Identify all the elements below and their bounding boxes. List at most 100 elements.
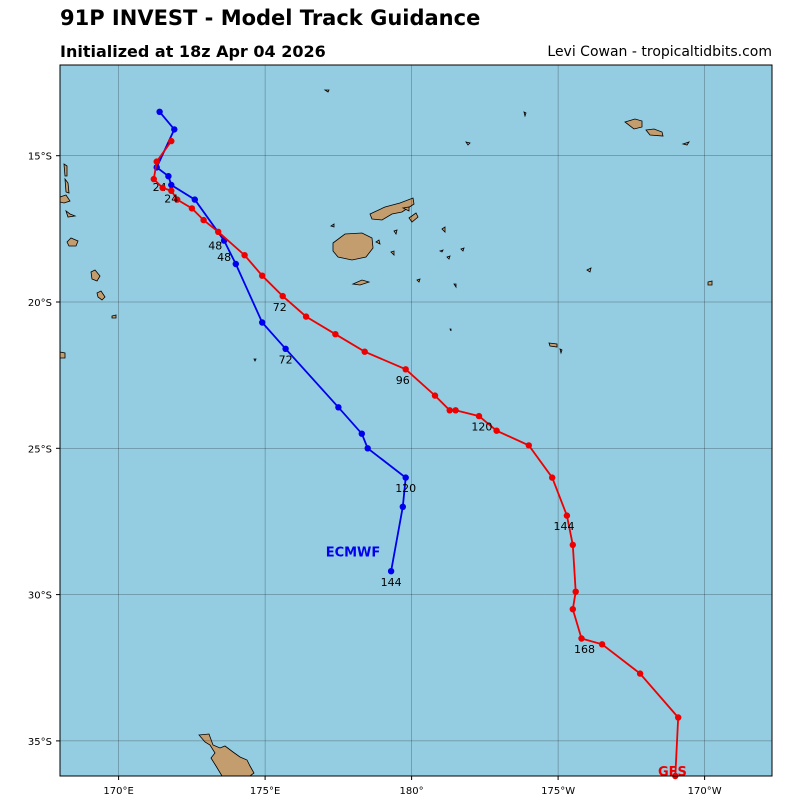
track-point bbox=[475, 412, 483, 420]
island-vanuatu-5 bbox=[66, 237, 79, 247]
forecast-hour-label: 168 bbox=[574, 643, 595, 656]
track-point bbox=[452, 407, 459, 414]
track-point bbox=[259, 319, 266, 326]
lat-tick-label: 15°S bbox=[28, 152, 52, 163]
track-point bbox=[302, 313, 310, 320]
island-kadavu bbox=[351, 279, 371, 286]
island-small-c bbox=[330, 223, 335, 228]
track-point bbox=[232, 260, 239, 268]
track-point bbox=[361, 348, 368, 355]
track-point bbox=[569, 606, 576, 613]
track-point bbox=[402, 474, 409, 481]
model-label: ECMWF bbox=[326, 546, 381, 561]
island-tutuila bbox=[681, 141, 690, 146]
lat-tick-label: 30°S bbox=[28, 591, 52, 602]
track-point bbox=[171, 126, 178, 133]
track-point bbox=[174, 196, 181, 203]
track-point bbox=[549, 474, 556, 481]
track-point bbox=[636, 670, 644, 677]
axis-ticks: 170°E 175°E 180° 175°W 170°W 15°S 20°S 25°S 30°S… bbox=[28, 152, 722, 797]
island-taveuni bbox=[408, 212, 419, 223]
island-tonga-1 bbox=[548, 342, 558, 348]
track-point bbox=[563, 512, 571, 519]
lon-tick-label: 175°E bbox=[250, 786, 280, 797]
forecast-hour-label: 144 bbox=[554, 520, 575, 533]
lon-tick-label: 180° bbox=[400, 786, 424, 797]
lat-tick-label: 20°S bbox=[28, 298, 52, 309]
model-label: GFS bbox=[658, 765, 687, 780]
track-line bbox=[155, 111, 407, 572]
forecast-hour-label: 72 bbox=[273, 301, 287, 314]
island-lau-5 bbox=[416, 278, 421, 283]
track-point bbox=[358, 430, 365, 437]
island-viti-levu bbox=[332, 232, 374, 261]
track-point bbox=[165, 173, 172, 180]
island-small-j bbox=[707, 280, 713, 286]
track-point bbox=[215, 228, 222, 235]
island-upolu bbox=[645, 128, 664, 137]
island-vanuatu-6 bbox=[90, 269, 101, 282]
track-point bbox=[188, 205, 196, 212]
forecast-hour-label: 48 bbox=[208, 239, 222, 252]
track-gfs: 24 48 72 96 120 144 168 GFS bbox=[150, 137, 687, 780]
island-new-zealand bbox=[198, 733, 255, 777]
island-small-e bbox=[393, 229, 398, 235]
track-point bbox=[493, 427, 500, 434]
island-lau-2 bbox=[460, 247, 465, 252]
track-point bbox=[578, 635, 585, 642]
chart-title: 91P INVEST - Model Track Guidance bbox=[60, 6, 481, 30]
island-small-h bbox=[523, 111, 527, 118]
gridlines bbox=[60, 65, 772, 776]
track-point bbox=[572, 588, 579, 595]
island-vanuatu-8 bbox=[111, 314, 117, 319]
island-small-b bbox=[375, 239, 381, 245]
track-point bbox=[150, 175, 157, 183]
island-small-g bbox=[465, 141, 471, 146]
track-point bbox=[279, 292, 286, 300]
island-lau-1 bbox=[441, 226, 446, 233]
island-vanuatu-4 bbox=[65, 209, 77, 218]
track-point bbox=[168, 181, 175, 189]
forecast-hour-label: 24 bbox=[164, 193, 178, 206]
lon-tick-label: 170°W bbox=[688, 786, 722, 797]
track-point bbox=[598, 641, 606, 648]
forecast-hour-label: 72 bbox=[279, 353, 293, 366]
map-frame bbox=[59, 64, 773, 777]
track-point bbox=[159, 184, 166, 192]
island-small-l bbox=[253, 358, 257, 362]
island-vanuatu-7 bbox=[96, 290, 106, 301]
island-left-edge bbox=[59, 351, 66, 359]
track-point bbox=[446, 407, 453, 414]
island-vanuatu-2 bbox=[64, 177, 70, 194]
forecast-hour-label: 120 bbox=[395, 482, 416, 495]
track-point bbox=[153, 158, 160, 165]
island-small-d bbox=[390, 250, 395, 256]
track-point bbox=[259, 272, 266, 279]
ocean-background bbox=[60, 65, 772, 776]
track-point bbox=[168, 137, 175, 145]
track-point bbox=[332, 331, 339, 338]
track-point bbox=[525, 442, 532, 449]
chart-subtitle: Initialized at 18z Apr 04 2026 bbox=[60, 42, 326, 61]
forecast-hour-label: 96 bbox=[396, 374, 410, 387]
island-lau-4 bbox=[446, 255, 451, 260]
lat-tick-label: 35°S bbox=[28, 737, 52, 748]
island-vanuatu-1 bbox=[63, 163, 68, 177]
track-point bbox=[168, 187, 175, 194]
land-masses bbox=[59, 89, 713, 777]
lon-tick-label: 175°W bbox=[541, 786, 575, 797]
track-point bbox=[335, 404, 342, 411]
track-point bbox=[241, 252, 248, 259]
track-point bbox=[282, 345, 289, 352]
island-small-i bbox=[586, 267, 592, 273]
forecast-hour-label: 48 bbox=[217, 251, 231, 264]
forecast-hour-label: 144 bbox=[381, 576, 402, 589]
track-point bbox=[191, 196, 198, 203]
track-point bbox=[156, 108, 163, 116]
track-point bbox=[431, 392, 439, 399]
forecast-hour-label: 120 bbox=[471, 421, 492, 434]
lon-tick-label: 170°E bbox=[103, 786, 133, 797]
island-small-a bbox=[401, 206, 410, 212]
